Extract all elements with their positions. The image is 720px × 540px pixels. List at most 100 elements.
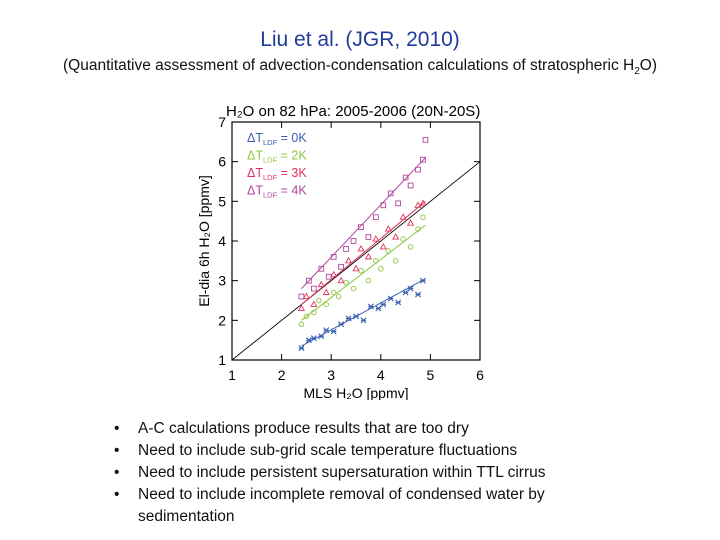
bullet-text: Need to include persistent supersaturati… (138, 464, 546, 481)
data-point (399, 213, 407, 220)
data-point (415, 226, 421, 232)
legend-subscript: LDF (263, 156, 278, 165)
data-point (380, 202, 387, 209)
subtitle-subscript: 2 (634, 66, 640, 78)
data-point (337, 276, 345, 284)
data-point (303, 313, 310, 320)
data-point (310, 300, 318, 307)
data-point (305, 337, 312, 344)
legend-value: = 3K (277, 166, 307, 180)
data-point (395, 299, 402, 306)
data-point (302, 292, 310, 299)
data-point (365, 234, 372, 240)
data-point (318, 333, 325, 340)
data-point (385, 248, 391, 254)
data-point (415, 291, 421, 298)
data-point (360, 317, 367, 324)
data-point (330, 270, 338, 278)
data-point (330, 289, 337, 296)
legend-entry: ΔTLDF = 3K (247, 166, 307, 182)
x-tick-label: 3 (327, 367, 335, 383)
data-point (372, 214, 379, 221)
data-point (317, 280, 325, 288)
x-tick-label: 5 (427, 367, 435, 383)
data-point (316, 297, 322, 304)
data-point (318, 265, 325, 272)
data-point (364, 252, 372, 260)
data-point (392, 233, 400, 240)
data-point (330, 254, 337, 260)
bullet-marker: • (114, 464, 120, 481)
y-tick-label: 3 (218, 273, 226, 289)
data-point (297, 304, 306, 311)
data-point (414, 201, 422, 208)
data-point (422, 136, 429, 143)
data-point (407, 182, 414, 189)
data-point (350, 285, 357, 292)
x-tick-label: 2 (278, 367, 286, 383)
legend-label: ΔT (247, 184, 263, 198)
data-point (343, 279, 349, 286)
y-tick-label: 4 (218, 233, 226, 249)
subtitle-text-end: O) (639, 57, 657, 74)
data-point (330, 328, 337, 335)
legend-value: = 4K (277, 184, 307, 198)
data-point (338, 321, 345, 328)
data-point (311, 309, 317, 316)
series-fit-line (301, 224, 426, 321)
bullet-marker: • (114, 442, 120, 459)
data-point (310, 285, 317, 292)
data-point (322, 288, 330, 296)
legend-subscript: LDF (263, 138, 278, 147)
y-axis-label: El-dia 6h H₂O [ppmv] (196, 175, 212, 306)
legend-subscript: LDF (263, 173, 278, 182)
legend-entry: ΔTLDF = 0K (247, 131, 307, 147)
bullet-item: • Need to include sub-grid scale temperat… (112, 440, 632, 462)
data-point (353, 313, 359, 320)
data-point (365, 277, 372, 284)
legend-value: = 0K (277, 131, 307, 145)
data-point (367, 303, 374, 310)
subtitle-text: (Quantitative assessment of advection-co… (63, 57, 635, 74)
data-point (375, 305, 382, 312)
chart-title: H₂O on 82 hPa: 2005-2006 (20N-20S) (226, 103, 480, 120)
data-point (323, 327, 330, 334)
data-point (298, 321, 305, 328)
data-point (402, 289, 409, 296)
data-point (345, 315, 352, 322)
y-tick-label: 7 (218, 114, 226, 130)
data-point (357, 245, 365, 252)
data-point (392, 258, 399, 264)
data-point (373, 258, 379, 264)
data-point (378, 266, 384, 272)
x-tick-label: 1 (228, 367, 236, 383)
x-axis-label: MLS H₂O [ppmv] (303, 385, 408, 400)
legend-label: ΔT (247, 149, 263, 163)
data-point (387, 295, 394, 302)
legend-label: ΔT (247, 131, 263, 145)
data-point (306, 277, 312, 284)
data-point (384, 225, 392, 232)
legend-value: = 2K (277, 149, 307, 163)
bullet-item: • A-C calculations produce results that a… (112, 418, 632, 440)
y-tick-label: 1 (218, 352, 226, 368)
bullet-text: Need to include incomplete removal of co… (138, 486, 545, 525)
data-point (372, 235, 380, 242)
one-to-one-line (231, 161, 481, 361)
data-point (323, 301, 329, 308)
bullet-list: • A-C calculations produce results that a… (112, 418, 632, 528)
data-point (343, 246, 349, 252)
y-tick-label: 6 (218, 154, 226, 170)
legend-subscript: LDF (263, 191, 278, 200)
bullet-marker: • (114, 486, 120, 503)
y-tick-label: 2 (218, 312, 226, 328)
data-point (344, 256, 353, 264)
data-point (387, 190, 394, 197)
data-point (298, 345, 305, 352)
data-point (407, 244, 414, 250)
data-point (419, 277, 426, 284)
data-point (420, 214, 426, 220)
slide-subtitle: (Quantitative assessment of advection-co… (0, 57, 720, 77)
slide-title: Liu et al. (JGR, 2010) (260, 28, 460, 51)
